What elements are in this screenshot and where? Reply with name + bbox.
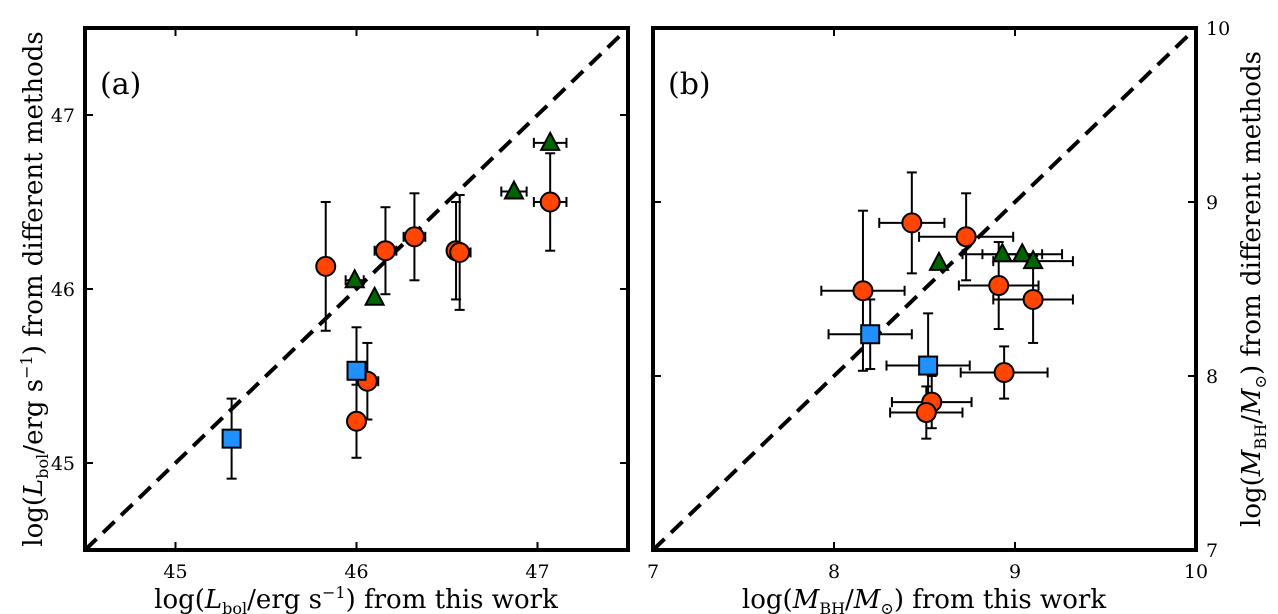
panel-b-circle-point: [915, 402, 937, 424]
panel-b-circle-point: [993, 362, 1015, 384]
panel-b-circle-point: [1022, 288, 1044, 310]
panel-a-triangle-point: [363, 285, 386, 306]
panel-a-y-tick-label: 45: [51, 453, 75, 475]
panel-b-circle-point: [901, 212, 923, 234]
panel-a: 45 46 47 45 46 47 (a) log(Lbol/erg s−1) from …: [17, 26, 630, 614]
panel-a-square-point: [221, 428, 242, 449]
panel-b-triangle-point: [1022, 249, 1044, 270]
panel-b-x-tick-label: 8: [828, 561, 840, 583]
panel-a-triangle-point: [539, 130, 561, 151]
panel-b-square-point: [918, 355, 939, 376]
panel-b-x-tick-label: 7: [647, 561, 659, 583]
panel-b-circle-point: [852, 280, 874, 302]
panel-a-x-tick-label: 45: [163, 561, 187, 583]
panel-a-x-tick-label: 47: [525, 561, 549, 583]
panel-b-y-tick-label: 7: [1206, 540, 1218, 562]
panel-a-circle-point: [315, 255, 337, 277]
panel-a-circle-point: [346, 410, 367, 432]
panel-b-x-axis-label: log(MBH/M⊙) from this work: [742, 585, 1106, 614]
panel-b-triangle-point: [991, 242, 1013, 263]
panel-a-y-tick-label: 46: [51, 279, 75, 301]
panel-b-frame: [651, 26, 1198, 552]
panel-a-circle-point: [403, 226, 425, 248]
panel-a-square-point: [346, 360, 367, 381]
panel-a-x-tick-label: 46: [344, 561, 368, 583]
panel-b-y-tick-label: 8: [1206, 366, 1218, 388]
panel-b-circle-point: [988, 275, 1010, 297]
panel-a-y-tick-label: 47: [51, 105, 75, 127]
panel-b-square-point: [860, 324, 881, 345]
panel-b-triangle-point: [1011, 242, 1033, 263]
panel-b-y-axis-label: log(MBH/M⊙) from different methods: [1237, 51, 1270, 527]
panel-b-x-tick-label: 9: [1009, 561, 1021, 583]
panel-a-frame: [83, 26, 630, 552]
panel-b-circle-point: [955, 226, 977, 248]
panel-b-triangle-point: [928, 250, 950, 271]
panel-a-one-to-one-line: [83, 26, 630, 552]
panel-a-label: (a): [100, 67, 141, 102]
panel-a-triangle-point: [503, 179, 525, 200]
panel-a-circle-point: [374, 240, 396, 262]
panel-a-circle-point: [449, 241, 471, 263]
panel-b-label: (b): [668, 67, 711, 102]
panel-a-circle-point: [539, 191, 561, 213]
panel-a-triangle-point: [344, 268, 366, 289]
panel-b-y-tick-label: 9: [1206, 192, 1218, 214]
panel-a-x-axis-label: log(Lbol/erg s−1) from this work: [154, 583, 558, 614]
panel-b-x-tick-label: 10: [1184, 561, 1208, 583]
panel-a-y-axis-label: log(Lbol/erg s−1) from different methods: [17, 31, 52, 546]
panel-b-one-to-one-line: [651, 26, 1198, 552]
panel-b-y-tick-label: 10: [1206, 18, 1230, 40]
